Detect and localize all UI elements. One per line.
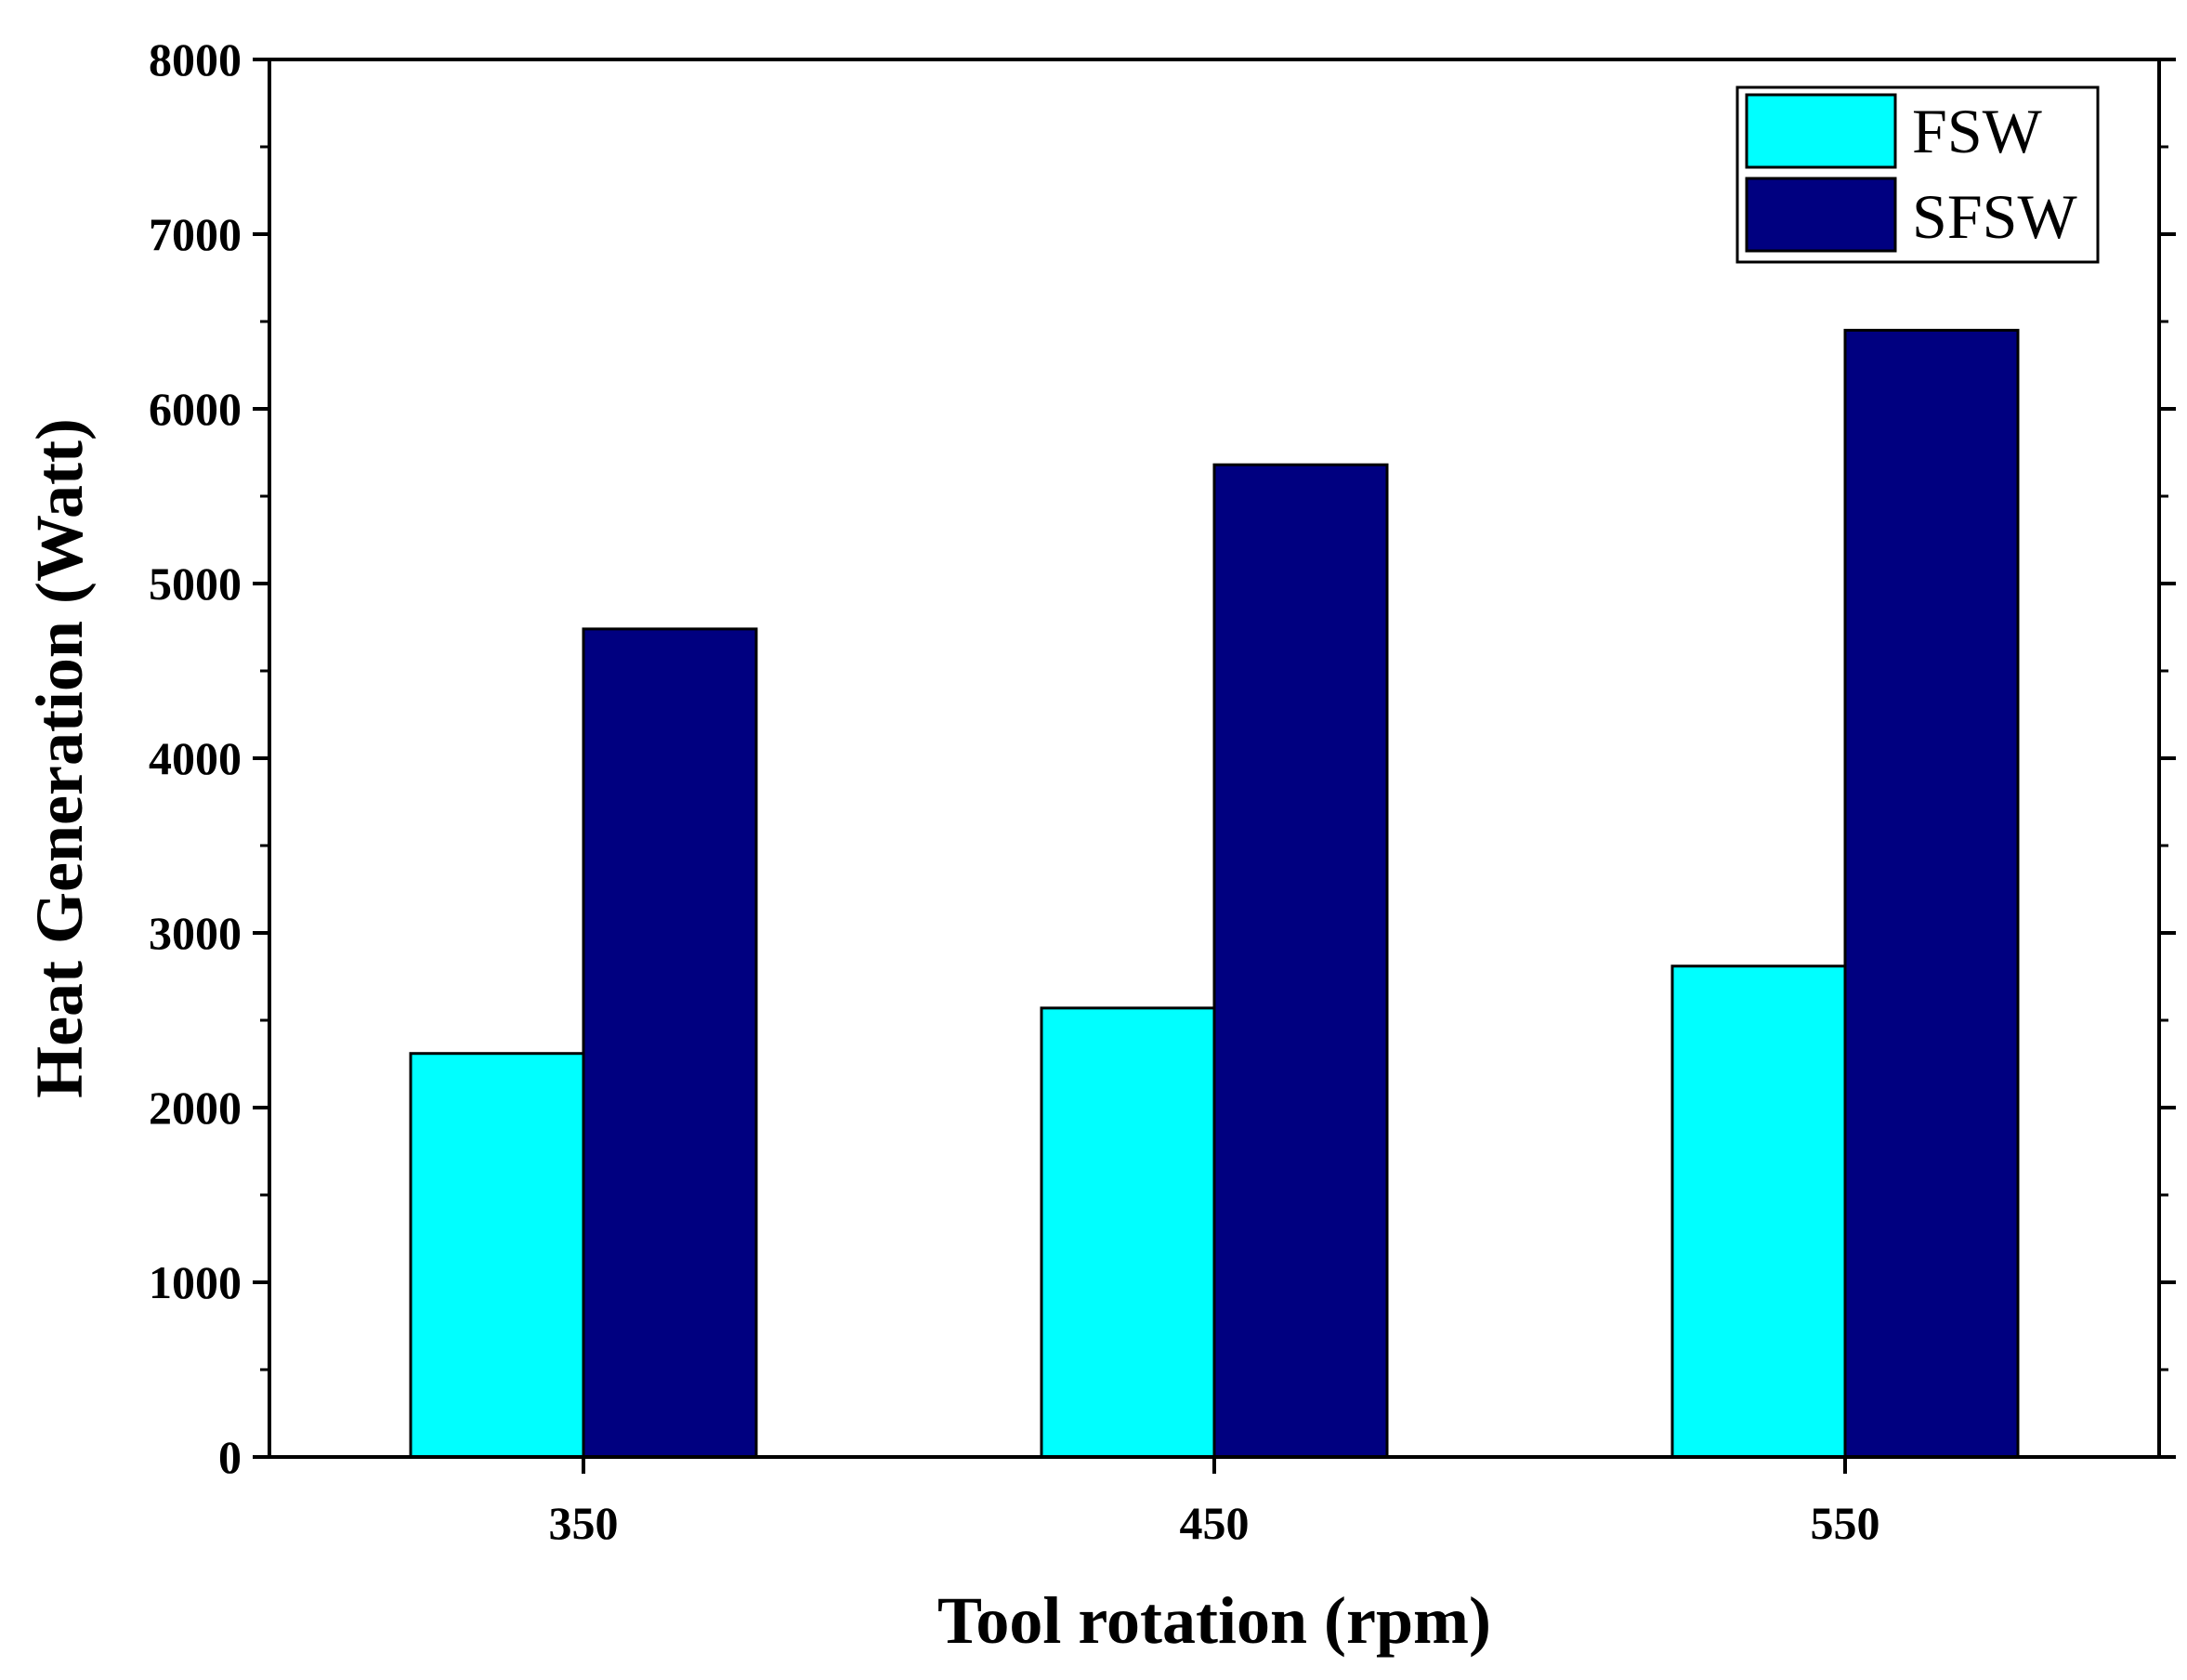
x-tick-label: 450 [1180,1497,1250,1549]
x-tick-label: 550 [1811,1497,1880,1549]
bar-fsw-550 [1670,965,1847,1459]
y-axis-title: Heat Generation (Watt) [22,418,97,1098]
y-tick-label: 2000 [149,1082,242,1134]
x-axis-title: Tool rotation (rpm) [937,1583,1491,1658]
legend-swatch-fsw [1745,93,1897,169]
y-tick-label: 4000 [149,732,242,784]
y-tick-label: 6000 [149,383,242,435]
y-tick-label: 8000 [149,33,242,85]
y-tick-labels: 0 1000 2000 3000 4000 5000 6000 7000 8000 [149,33,242,1483]
y-tick-label: 7000 [149,208,242,260]
y-tick-label: 0 [218,1431,242,1483]
legend-swatch-sfsw [1745,177,1897,253]
x-tick-label: 350 [549,1497,619,1549]
legend-label-sfsw: SFSW [1912,181,2077,252]
bar-sfsw-550 [1843,328,2020,1459]
y-tick-label: 5000 [149,558,242,610]
plot-frame [268,58,2161,1459]
bar-sfsw-350 [582,627,758,1459]
y-tick-label: 3000 [149,907,242,959]
bars-layer [409,328,2020,1459]
x-tick-labels: 350 450 550 [549,1497,1880,1549]
bar-sfsw-450 [1212,463,1389,1459]
major-ticks-layer [253,58,2176,1474]
y-tick-label: 1000 [149,1256,242,1308]
legend: FSW SFSW [1735,85,2100,264]
bar-fsw-350 [409,1052,585,1459]
legend-label-fsw: FSW [1912,96,2043,166]
bar-fsw-450 [1040,1006,1216,1459]
